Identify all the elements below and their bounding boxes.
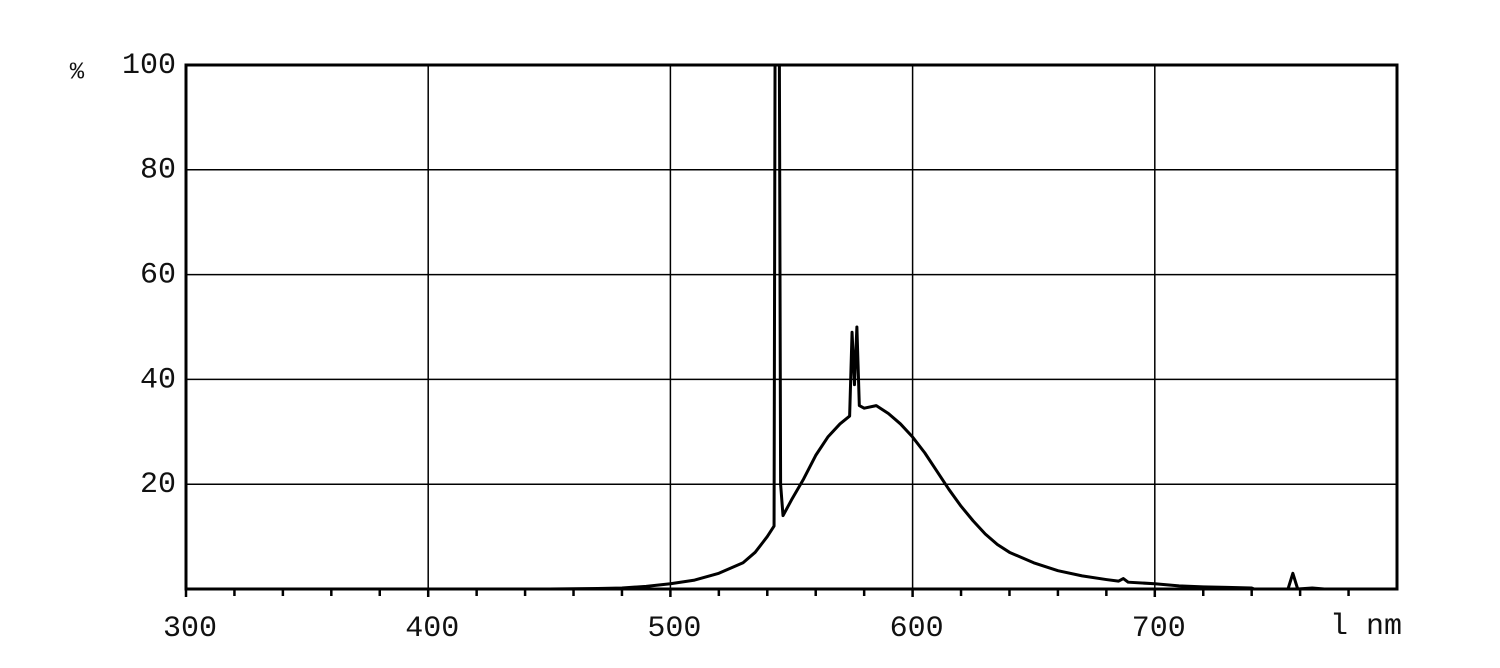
y-unit-label: % xyxy=(70,59,85,86)
data-line xyxy=(186,63,1349,591)
x-tick-label: 500 xyxy=(647,612,701,646)
y-tick-label: 40 xyxy=(140,363,176,397)
x-unit-label: l nm xyxy=(1330,610,1402,644)
y-tick-label: 100 xyxy=(122,49,176,83)
x-tick-label: 300 xyxy=(163,612,217,646)
y-tick-label: 60 xyxy=(140,259,176,293)
x-tick-label: 400 xyxy=(405,612,459,646)
y-tick-label: 20 xyxy=(140,468,176,502)
x-tick-label: 600 xyxy=(890,612,944,646)
plot-frame xyxy=(184,63,1399,591)
y-tick-label: 80 xyxy=(140,154,176,188)
x-tick-label: 700 xyxy=(1132,612,1186,646)
